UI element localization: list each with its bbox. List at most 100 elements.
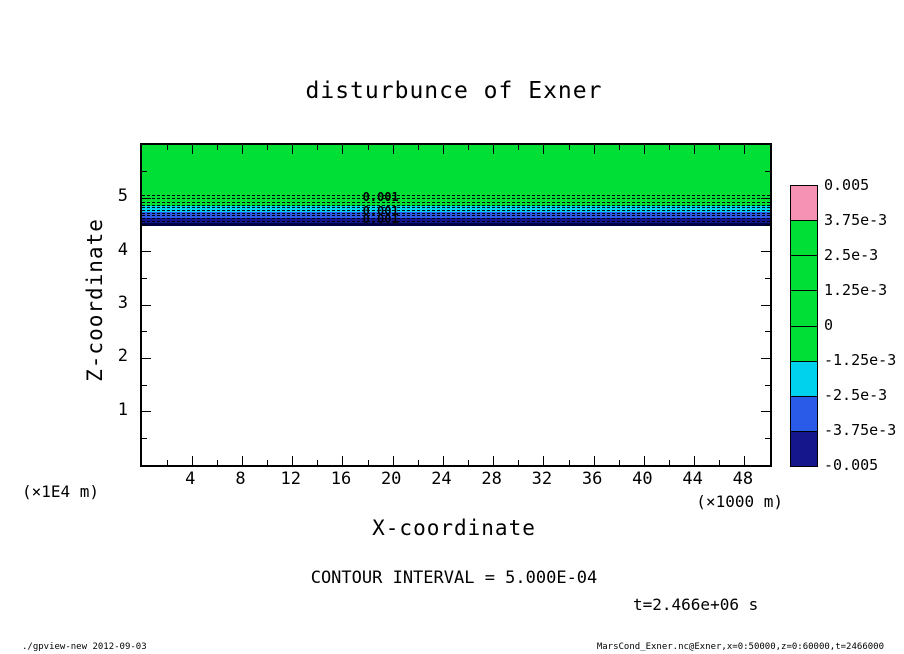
fill-band <box>142 145 770 206</box>
x-tick-mark <box>694 145 696 154</box>
colorbar-tick-label: -1.25e-3 <box>824 351 897 369</box>
footer-left-text: ./gpview-new 2012-09-03 <box>22 642 147 652</box>
x-tick-mark <box>593 145 595 154</box>
colorbar-cell <box>791 291 817 327</box>
x-tick-mark <box>417 145 419 150</box>
y-tick-mark <box>761 304 770 306</box>
y-tick-mark <box>765 437 770 439</box>
y-tick-mark <box>761 197 770 199</box>
x-tick-mark <box>543 145 545 154</box>
y-tick-mark <box>761 357 770 359</box>
x-tick-label: 4 <box>185 469 196 489</box>
colorbar-tick-label: -2.5e-3 <box>824 386 888 404</box>
x-tick-label: 8 <box>235 469 246 489</box>
contour-label: 0.001 <box>362 211 399 226</box>
y-tick-mark <box>142 437 147 439</box>
x-tick-mark <box>493 145 495 154</box>
colorbar-cell <box>791 396 817 432</box>
x-tick-mark <box>442 145 444 154</box>
contour-line-dashed <box>142 215 770 217</box>
y-tick-mark <box>142 304 151 306</box>
fill-band <box>142 205 770 213</box>
y-tick-mark <box>765 171 770 173</box>
colorbar-cell <box>791 361 817 397</box>
y-tick-label: 1 <box>117 399 128 420</box>
y-tick-mark <box>142 197 151 199</box>
colorbar-tick-label: 3.75e-3 <box>824 211 888 229</box>
x-tick-mark <box>593 456 595 465</box>
x-tick-mark <box>317 145 319 150</box>
contour-interval-text: CONTOUR INTERVAL = 5.000E-04 <box>310 568 598 588</box>
x-tick-mark <box>669 145 671 150</box>
x-tick-label: 32 <box>531 469 553 489</box>
y-tick-mark <box>765 277 770 279</box>
contour-line-dashed <box>142 210 770 212</box>
x-tick-mark <box>568 145 570 150</box>
y-tick-label: 3 <box>117 293 128 313</box>
x-tick-mark <box>166 145 168 150</box>
x-tick-label: 20 <box>380 469 402 489</box>
x-tick-label: 48 <box>732 469 754 489</box>
y-tick-mark <box>142 251 151 253</box>
x-tick-mark <box>618 145 620 150</box>
fill-band <box>142 217 770 224</box>
x-tick-mark <box>518 145 520 150</box>
colorbar-cell <box>791 326 817 362</box>
x-tick-label: 40 <box>632 469 653 489</box>
x-tick-mark <box>669 460 671 465</box>
colorbar-cell <box>791 221 817 257</box>
contour-line-dashed <box>142 204 770 206</box>
y-tick-mark <box>765 224 770 226</box>
x-tick-mark <box>166 460 168 465</box>
x-tick-mark <box>392 456 394 465</box>
y-tick-mark <box>142 171 147 173</box>
x-tick-mark <box>241 145 243 154</box>
x-tick-label: 44 <box>682 469 703 489</box>
y-tick-mark <box>142 384 147 386</box>
x-tick-mark <box>191 456 193 465</box>
x-tick-mark <box>643 145 645 154</box>
x-tick-mark <box>543 456 545 465</box>
x-tick-mark <box>216 460 218 465</box>
x-axis-label: X-coordinate <box>372 516 536 540</box>
x-axis-unit-label: (×1000 m) <box>696 492 783 511</box>
x-tick-label: 24 <box>431 469 452 489</box>
contour-line-dashed <box>142 201 770 203</box>
x-tick-mark <box>191 145 193 154</box>
contour-line-solid <box>142 222 770 226</box>
y-tick-label: 4 <box>117 239 128 260</box>
y-tick-mark <box>761 251 770 253</box>
x-tick-mark <box>342 456 344 465</box>
contour-line-dashed <box>142 218 770 220</box>
footer-right-text: MarsCond_Exner.nc@Exner,x=0:50000,z=0:60… <box>596 642 884 652</box>
x-tick-mark <box>468 145 470 150</box>
chart-title: disturbunce of Exner <box>305 78 603 104</box>
colorbar-cell <box>791 186 817 222</box>
x-tick-mark <box>493 456 495 465</box>
time-annotation: t=2.466e+06 s <box>633 595 759 614</box>
plot-area: 0.001 0.001 0.001 <box>140 143 772 467</box>
contour-line-dashed <box>142 207 770 209</box>
y-tick-mark <box>142 224 147 226</box>
x-tick-mark <box>267 145 269 150</box>
x-tick-mark <box>442 456 444 465</box>
colorbar-tick-label: 1.25e-3 <box>824 281 888 299</box>
colorbar-tick-label: 0 <box>824 316 834 334</box>
colorbar-tick-label: 0.005 <box>824 176 870 194</box>
x-tick-mark <box>518 460 520 465</box>
x-tick-mark <box>719 460 721 465</box>
x-tick-mark <box>568 460 570 465</box>
contour-line-dashed <box>142 195 770 197</box>
y-tick-mark <box>142 277 147 279</box>
x-tick-mark <box>643 456 645 465</box>
colorbar-cell <box>791 256 817 292</box>
x-tick-mark <box>618 460 620 465</box>
colorbar-tick-label: -3.75e-3 <box>824 421 897 439</box>
colorbar-tick-label: 2.5e-3 <box>824 246 879 264</box>
contour-label: 0.001 <box>362 190 399 205</box>
y-tick-mark <box>765 384 770 386</box>
contour-line-dashed <box>142 212 770 214</box>
x-tick-mark <box>367 145 369 150</box>
y-tick-label: 5 <box>117 186 128 207</box>
